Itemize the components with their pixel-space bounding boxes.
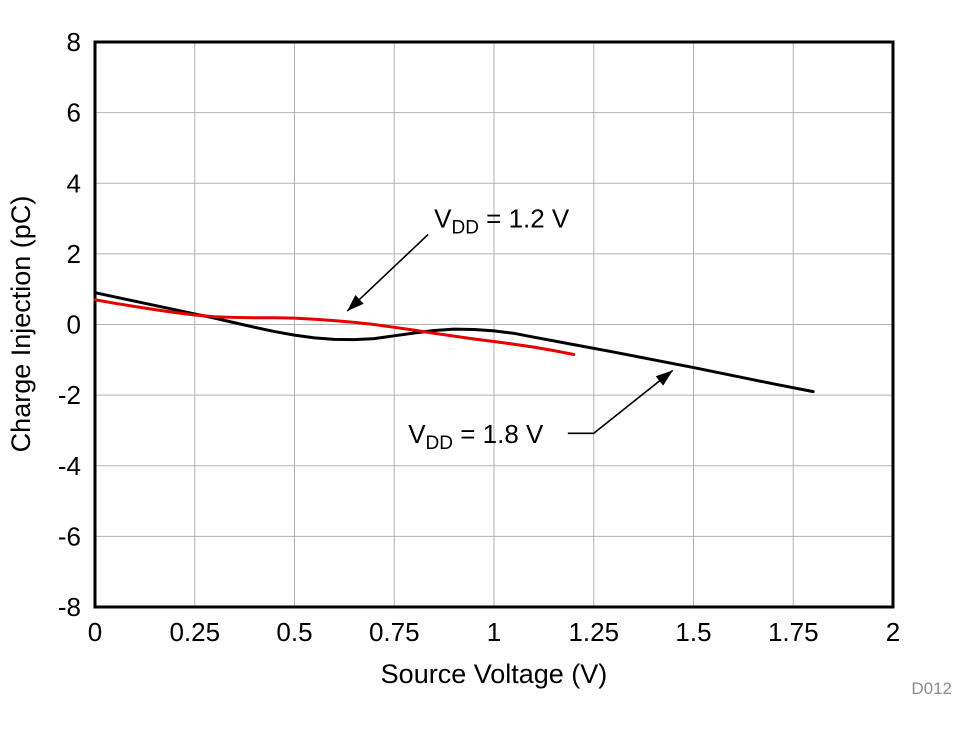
x-tick-label: 2 (886, 617, 900, 647)
series-line-2 (93, 298, 576, 357)
x-tick-label: 1 (487, 617, 501, 647)
annotation-vdd-1p8-arrowhead (655, 370, 673, 386)
x-tick-label: 1.75 (768, 617, 819, 647)
annotation-vdd-1p2: VDD = 1.2 V (434, 204, 570, 239)
y-tick-label: -6 (58, 521, 81, 551)
y-tick-label: 0 (67, 310, 81, 340)
annotation-vdd-1p8: VDD = 1.8 V (408, 419, 544, 454)
y-tick-label: 8 (67, 27, 81, 57)
y-tick-label: 6 (67, 98, 81, 128)
y-tick-label: 2 (67, 239, 81, 269)
x-tick-label: 0.75 (369, 617, 420, 647)
annotation-vdd-1p2-arrow-line (346, 233, 429, 312)
x-tick-label: 1.5 (675, 617, 711, 647)
y-axis-title: Charge Injection (pC) (6, 196, 36, 453)
figure-id-label: D012 (911, 679, 952, 698)
x-tick-label: 0.25 (169, 617, 220, 647)
series-layer (93, 291, 815, 394)
annotation-vdd-1p2-arrowhead (347, 295, 364, 312)
annotation-vdd-1p8-arrow-line (567, 369, 674, 435)
annotation-layer: VDD = 1.2 V VDD = 1.8 V (346, 204, 674, 454)
y-tick-label: -8 (58, 592, 81, 622)
x-tick-label: 0 (88, 617, 102, 647)
y-tick-label: -4 (58, 451, 81, 481)
grid-layer (93, 40, 895, 609)
y-tick-label: -2 (58, 380, 81, 410)
x-axis-title: Source Voltage (V) (381, 659, 608, 689)
x-tick-label: 0.5 (276, 617, 312, 647)
tick-labels-layer: 0 0.25 0.5 0.75 1 1.25 1.5 1.75 2 -8 -6 -4 -2 0 2 4 6 8 (58, 27, 900, 647)
x-tick-label: 1.25 (568, 617, 619, 647)
y-tick-label: 4 (67, 168, 81, 198)
plot-border (93, 40, 895, 609)
